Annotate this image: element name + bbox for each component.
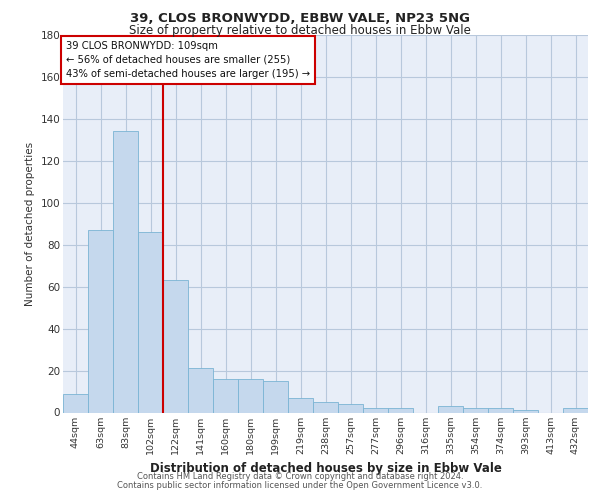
Bar — [163, 280, 188, 412]
Text: 39, CLOS BRONWYDD, EBBW VALE, NP23 5NG: 39, CLOS BRONWYDD, EBBW VALE, NP23 5NG — [130, 12, 470, 26]
Bar — [213, 379, 238, 412]
Bar — [338, 404, 363, 412]
Bar — [313, 402, 338, 412]
Bar — [438, 406, 463, 412]
Bar — [513, 410, 538, 412]
Bar — [463, 408, 488, 412]
Bar — [388, 408, 413, 412]
Text: Size of property relative to detached houses in Ebbw Vale: Size of property relative to detached ho… — [129, 24, 471, 37]
Bar — [63, 394, 88, 412]
Bar — [188, 368, 213, 412]
Bar — [563, 408, 588, 412]
Y-axis label: Number of detached properties: Number of detached properties — [25, 142, 35, 306]
Bar — [113, 132, 138, 412]
Text: Contains HM Land Registry data © Crown copyright and database right 2024.: Contains HM Land Registry data © Crown c… — [137, 472, 463, 481]
Bar — [288, 398, 313, 412]
Bar — [88, 230, 113, 412]
Text: Contains public sector information licensed under the Open Government Licence v3: Contains public sector information licen… — [118, 481, 482, 490]
Bar — [488, 408, 513, 412]
Bar — [263, 381, 288, 412]
Text: 39 CLOS BRONWYDD: 109sqm
← 56% of detached houses are smaller (255)
43% of semi-: 39 CLOS BRONWYDD: 109sqm ← 56% of detach… — [65, 40, 310, 78]
X-axis label: Distribution of detached houses by size in Ebbw Vale: Distribution of detached houses by size … — [149, 462, 502, 475]
Bar — [138, 232, 163, 412]
Bar — [238, 379, 263, 412]
Bar — [363, 408, 388, 412]
